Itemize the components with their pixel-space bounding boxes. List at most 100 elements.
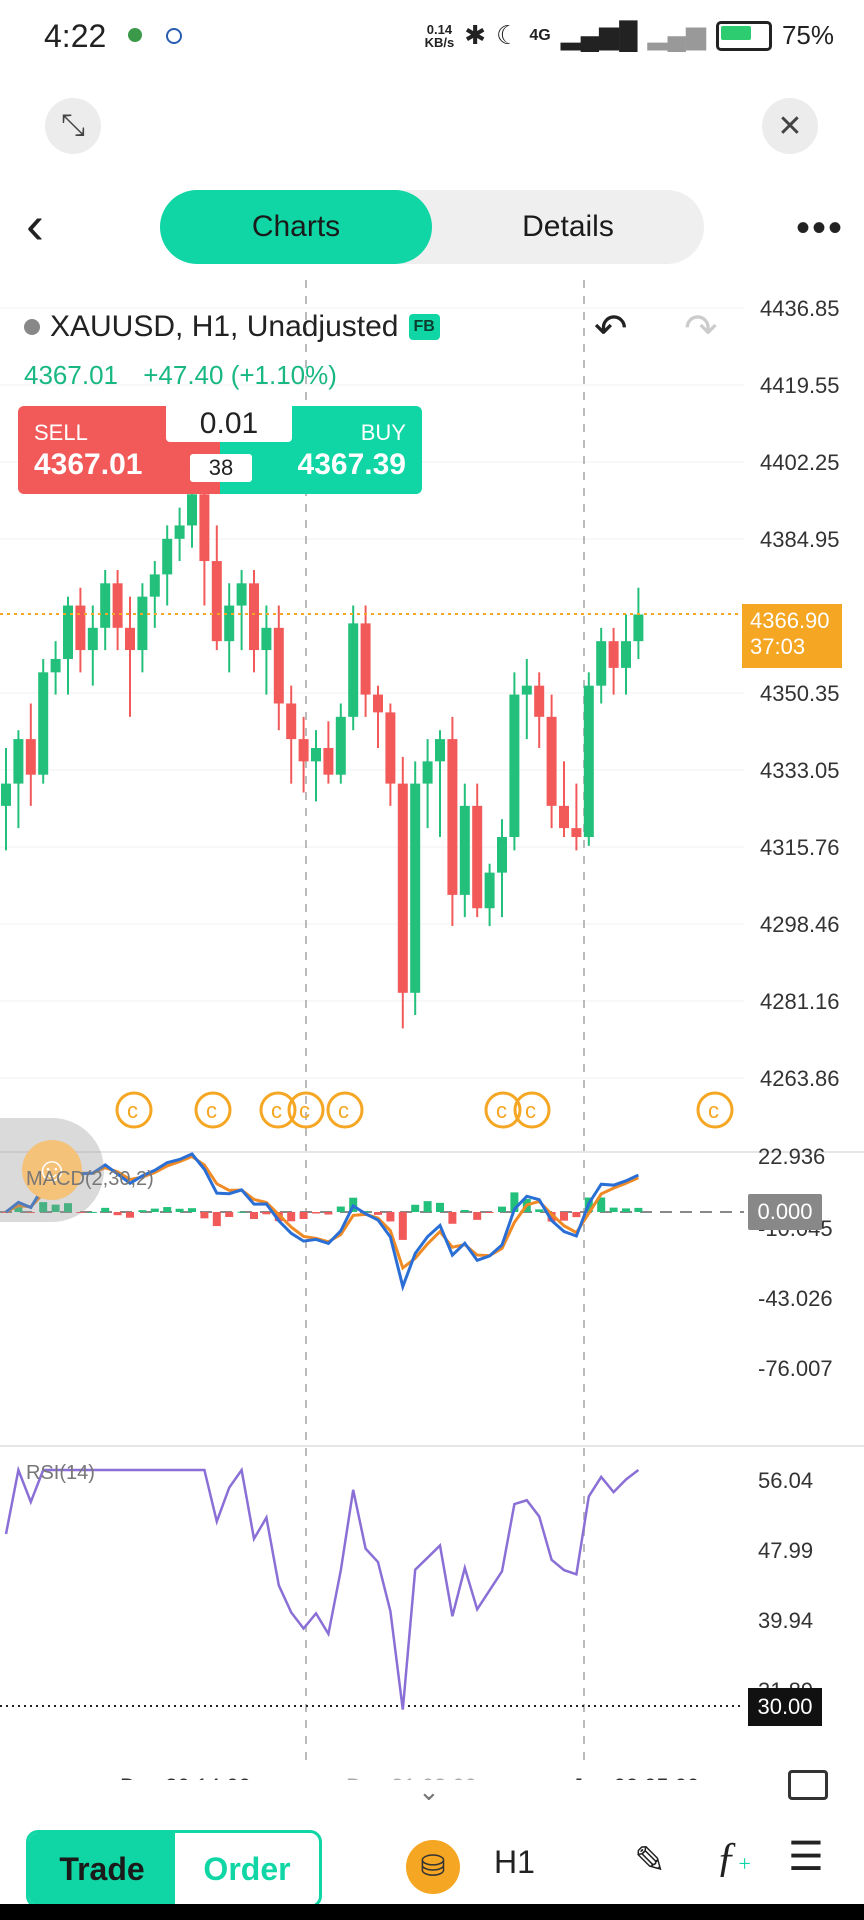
candle-body xyxy=(298,739,309,762)
timeframe-selector[interactable]: H1 xyxy=(494,1844,535,1880)
macd-histogram-bar xyxy=(138,1210,147,1212)
candle-body xyxy=(521,685,532,695)
indicator-icon[interactable]: ƒ+ xyxy=(716,1835,752,1881)
macd-histogram-bar xyxy=(473,1212,482,1220)
current-price-badge: 4366.90 37:03 xyxy=(742,604,842,668)
candle-body xyxy=(162,538,173,575)
macd-tick-label: -43.026 xyxy=(758,1286,833,1311)
macd-histogram-bar xyxy=(560,1212,568,1221)
event-marker-icon xyxy=(259,1091,297,1129)
macd-histogram-bar xyxy=(597,1197,606,1212)
macd-histogram-bar xyxy=(609,1207,618,1212)
redo-icon[interactable]: ↷ xyxy=(684,307,718,351)
event-marker-glyph: c xyxy=(299,1098,310,1123)
candle-body xyxy=(311,747,321,762)
event-marker-glyph: c xyxy=(127,1098,138,1123)
event-marker-icon xyxy=(194,1091,232,1129)
net-speed: 0.14 KB/s xyxy=(424,21,455,50)
time-tick-label: Dec 30 14:00 xyxy=(120,1774,251,1780)
system-nav-bar xyxy=(0,1904,864,1920)
sell-label: SELL xyxy=(34,420,88,445)
price-tick-label: 4263.86 xyxy=(760,1066,840,1091)
close-icon[interactable]: ✕ xyxy=(762,98,818,154)
macd-histogram-bar xyxy=(250,1212,258,1220)
battery-level: 75% xyxy=(781,20,834,50)
buy-price: 4367.39 xyxy=(297,448,406,481)
macd-histogram-bar xyxy=(460,1209,469,1212)
quote-line: 4367.01 +47.40 (+1.10%) xyxy=(24,360,337,391)
candle-body xyxy=(546,716,557,806)
candle-body xyxy=(447,739,458,895)
event-marker-icon xyxy=(513,1091,551,1129)
landscape-icon[interactable] xyxy=(788,1770,828,1800)
macd-histogram-bar xyxy=(212,1212,221,1227)
candle-body xyxy=(472,805,483,909)
candle-body xyxy=(286,703,297,740)
draw-icon[interactable]: ✎ xyxy=(634,1840,666,1882)
macd-histogram-bar xyxy=(361,1211,370,1213)
price-tick-label: 4350.35 xyxy=(760,681,840,706)
candle-body xyxy=(149,574,160,597)
candle-body xyxy=(187,494,197,526)
candle-body xyxy=(571,828,582,838)
macd-histogram-bar xyxy=(411,1204,420,1212)
menu-icon[interactable]: ☰ xyxy=(788,1835,824,1879)
candle-body xyxy=(323,747,334,775)
signal-icon: ▂▄▆█ xyxy=(560,20,638,50)
candle-body xyxy=(273,627,284,704)
candle-body xyxy=(608,641,619,668)
chevron-down-icon[interactable]: ⌄ xyxy=(418,1776,440,1806)
event-marker-icon xyxy=(696,1091,734,1129)
candle-body xyxy=(633,614,644,642)
macd-histogram-bar xyxy=(535,1209,544,1212)
macd-tick-label: -76.007 xyxy=(758,1356,833,1381)
price-tick-label: 4384.95 xyxy=(760,527,840,552)
lot-size-input[interactable]: 0.01 xyxy=(166,406,292,442)
price-tick-label: 4402.25 xyxy=(760,450,840,475)
event-marker-icon xyxy=(326,1091,364,1129)
macd-histogram-bar xyxy=(374,1212,382,1215)
candle-body xyxy=(137,596,148,651)
macd-histogram-bar xyxy=(299,1212,308,1220)
price-tick-label: 4419.55 xyxy=(760,373,840,398)
signal-icon-2: ▂▄▆ xyxy=(647,20,706,50)
event-marker-glyph: c xyxy=(525,1098,536,1123)
macd-histogram-bar xyxy=(2,1212,10,1213)
candle-body xyxy=(360,623,371,695)
rsi-tick-label: 47.99 xyxy=(758,1538,813,1563)
minimize-icon[interactable]: ⤡ xyxy=(45,98,101,154)
price-chart[interactable]: 4436.85 4419.55 4402.25 4384.95 4350.35 4333.… xyxy=(0,280,864,1780)
macd-histogram-bar xyxy=(386,1212,395,1222)
candle-body xyxy=(112,583,123,628)
macd-histogram-bar xyxy=(88,1211,97,1213)
symbol-header: XAUUSD, H1, Unadjusted FB xyxy=(24,310,440,344)
candle-body xyxy=(25,739,36,775)
macd-histogram-bar xyxy=(262,1212,271,1215)
last-price: 4367.01 xyxy=(24,360,118,390)
undo-icon[interactable]: ↶ xyxy=(594,307,628,351)
status-bar: 4:22 0.14 KB/s ✱ ☾ 4G ▂▄▆█ ▂▄▆ 75% xyxy=(0,0,864,80)
trade-button[interactable]: Trade xyxy=(29,1833,175,1905)
back-icon[interactable]: ‹ xyxy=(26,195,44,255)
macd-histogram-bar xyxy=(64,1203,72,1212)
candle-body xyxy=(13,739,24,784)
more-icon[interactable]: ••• xyxy=(796,206,845,250)
app-notification-icon xyxy=(128,28,142,42)
accessibility-icon[interactable]: ☺ xyxy=(22,1140,82,1200)
order-button[interactable]: Order xyxy=(203,1850,291,1887)
candle-body xyxy=(249,583,259,651)
tab-details[interactable]: Details xyxy=(522,210,614,243)
tab-charts[interactable]: Charts xyxy=(160,190,432,264)
candle-body xyxy=(75,605,86,651)
macd-histogram-bar xyxy=(113,1212,122,1216)
candle-body xyxy=(596,641,607,686)
gold-icon[interactable]: ⛁ xyxy=(406,1840,460,1894)
macd-histogram-bar xyxy=(39,1202,48,1212)
view-tabs: Charts Details xyxy=(160,190,704,264)
candle-body xyxy=(422,761,433,784)
macd-histogram-bar xyxy=(622,1208,630,1212)
candle-body xyxy=(484,872,495,909)
sell-price: 4367.01 xyxy=(34,448,143,481)
market-status-dot xyxy=(24,319,40,335)
candle-body xyxy=(348,623,359,717)
